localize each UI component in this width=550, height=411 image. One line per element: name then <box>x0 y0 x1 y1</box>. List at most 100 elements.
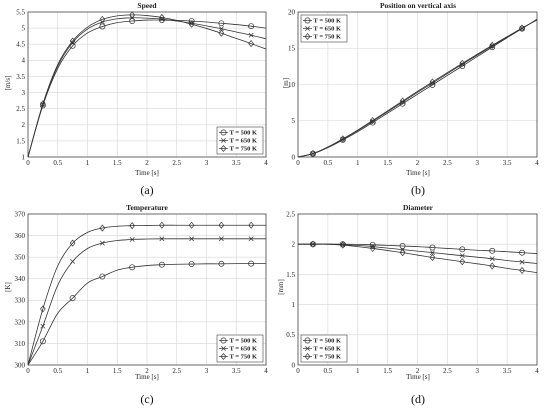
x-tick-label: 4 <box>264 159 268 167</box>
data-point <box>99 15 106 23</box>
x-axis-label: Time [s] <box>406 169 430 177</box>
data-point <box>129 11 135 19</box>
x-tick-label: 3.5 <box>232 367 241 375</box>
data-point <box>489 41 496 49</box>
x-tick-label: 1 <box>356 367 360 375</box>
plot-frame <box>297 11 538 158</box>
data-point <box>218 236 224 242</box>
data-point <box>429 78 436 86</box>
panel-caption: (a) <box>140 183 153 197</box>
series-line <box>297 18 538 158</box>
legend-marker <box>305 26 310 31</box>
legend: T = 500 KT = 650 KT = 750 K <box>216 334 264 363</box>
y-tick-label: 4 <box>22 57 26 65</box>
y-tick-label: 15 <box>288 45 296 53</box>
x-tick-label: 0.5 <box>324 159 333 167</box>
data-point <box>339 241 346 249</box>
x-tick-label: 3.5 <box>232 159 241 167</box>
legend-marker <box>304 337 311 344</box>
data-point <box>188 221 195 229</box>
data-point <box>310 240 316 248</box>
x-axis-label: Time [s] <box>406 373 430 381</box>
data-point <box>189 236 195 242</box>
legend-marker <box>304 17 311 24</box>
x-tick-label: 2.5 <box>172 367 181 375</box>
y-tick-label: 340 <box>15 275 26 283</box>
data-point <box>519 266 525 275</box>
x-tick-label: 2 <box>145 159 149 167</box>
y-tick-label: 5.5 <box>16 8 25 16</box>
data-point <box>369 244 376 252</box>
data-point <box>369 241 376 248</box>
y-tick-label: 1 <box>292 301 296 309</box>
legend-marker <box>221 138 226 143</box>
x-tick-label: 1 <box>356 159 360 167</box>
data-point <box>129 264 136 271</box>
series-diamond <box>27 11 267 158</box>
x-tick-label: 0 <box>26 367 30 375</box>
data-point <box>69 239 76 247</box>
x-tick-label: 3 <box>476 367 480 375</box>
x-tick-label: 4 <box>535 159 539 167</box>
panel-temperature: Temperature [K] Time [s] (c) 0 0.5 1 1.5 2 2.… <box>4 203 268 406</box>
legend-marker <box>304 32 311 41</box>
x-tick-label: 0 <box>26 159 30 167</box>
chart-title: Diameter <box>403 203 434 212</box>
data-point <box>459 253 465 259</box>
x-tick-label: 3 <box>476 159 480 167</box>
x-tick-label: 1.5 <box>113 367 122 375</box>
y-axis-label: [K] <box>4 282 12 292</box>
series-line <box>27 224 266 366</box>
y-tick-label: 10 <box>288 81 296 89</box>
series-line <box>27 14 267 158</box>
legend-marker <box>305 346 310 351</box>
x-tick-label: 2 <box>416 367 420 375</box>
y-tick-label: 20 <box>288 8 296 16</box>
data-point <box>310 149 316 158</box>
data-point <box>399 97 406 105</box>
legend-label: T = 650 K <box>314 26 342 33</box>
data-point <box>459 246 466 253</box>
y-tick-label: 5 <box>292 117 296 125</box>
data-point <box>39 338 46 345</box>
y-tick-label: 3 <box>22 89 26 97</box>
data-point <box>218 26 224 32</box>
data-point <box>248 23 255 30</box>
legend: T = 500 KT = 650 KT = 750 K <box>300 334 348 363</box>
x-axis-label: Time [s] <box>135 169 159 177</box>
data-point <box>99 240 105 246</box>
legend-marker <box>221 346 226 351</box>
data-point <box>158 261 165 268</box>
panel-caption: (b) <box>411 183 425 197</box>
x-tick-label: 0.5 <box>53 367 62 375</box>
chart-title: Speed <box>137 1 157 10</box>
series-line <box>27 263 266 366</box>
data-point <box>70 259 76 264</box>
chart-title: Temperature <box>126 203 168 212</box>
data-point <box>218 29 225 37</box>
data-point <box>188 20 195 28</box>
y-axis-label: [mm] <box>277 279 285 295</box>
data-point <box>489 256 495 262</box>
chart-title: Position on vertical axis <box>380 1 456 10</box>
x-tick-label: 2.5 <box>443 159 452 167</box>
legend-label: T = 750 K <box>230 354 258 361</box>
x-tick-label: 1.5 <box>113 159 122 167</box>
data-point <box>489 262 496 270</box>
y-tick-label: 0 <box>292 153 296 161</box>
data-point <box>429 250 435 256</box>
series-diamond <box>298 240 538 275</box>
series-line <box>27 19 267 158</box>
legend-marker <box>220 337 227 344</box>
y-tick-label: 5 <box>22 25 26 33</box>
legend-label: T = 500 K <box>230 130 258 137</box>
legend-label: T = 650 K <box>230 346 258 353</box>
series-diamond <box>297 19 538 158</box>
data-point <box>99 23 106 30</box>
legend-marker <box>304 352 311 361</box>
data-point <box>159 236 165 242</box>
data-point <box>459 59 466 67</box>
y-tick-label: 1 <box>22 153 26 161</box>
data-point <box>399 249 406 257</box>
x-tick-label: 3.5 <box>503 159 512 167</box>
